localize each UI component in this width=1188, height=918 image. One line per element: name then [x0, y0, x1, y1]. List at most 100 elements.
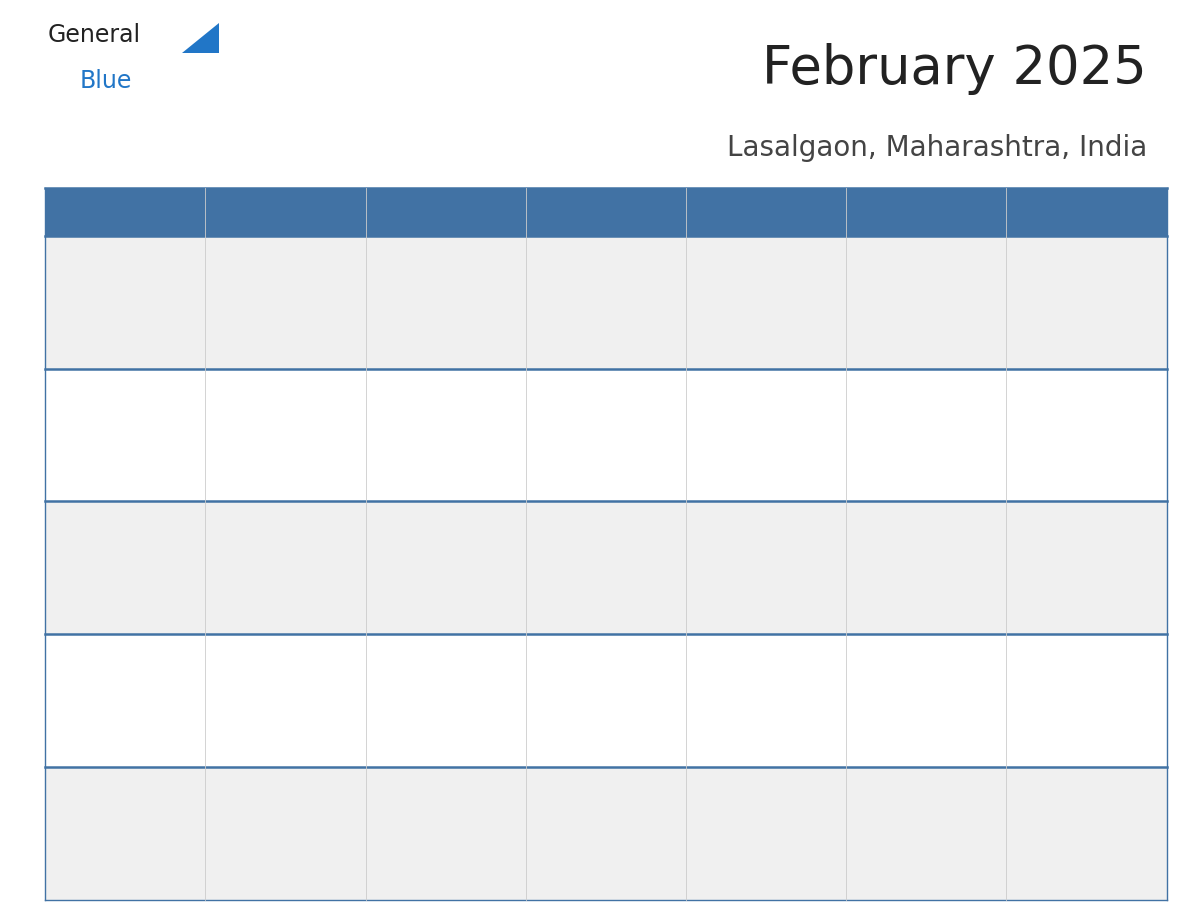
Text: Daylight: 11 hours: Daylight: 11 hours — [1016, 579, 1119, 589]
Text: 12: 12 — [536, 509, 557, 524]
Text: 24: 24 — [215, 775, 238, 789]
Text: 3: 3 — [215, 376, 226, 391]
Text: 10: 10 — [215, 509, 238, 524]
Text: Daylight: 11 hours: Daylight: 11 hours — [696, 579, 798, 589]
Text: Sunset: 6:26 PM: Sunset: 6:26 PM — [536, 425, 626, 435]
Text: Sunset: 6:27 PM: Sunset: 6:27 PM — [696, 425, 786, 435]
Text: and 16 minutes.: and 16 minutes. — [55, 468, 146, 478]
Text: Daylight: 11 hours: Daylight: 11 hours — [855, 845, 959, 855]
Text: and 42 minutes.: and 42 minutes. — [696, 867, 786, 877]
Text: Sunrise: 7:07 AM: Sunrise: 7:07 AM — [536, 403, 630, 413]
Text: Sunrise: 6:58 AM: Sunrise: 6:58 AM — [1016, 668, 1111, 678]
Text: and 17 minutes.: and 17 minutes. — [215, 468, 307, 478]
Text: 5: 5 — [536, 376, 546, 391]
Text: Monday: Monday — [215, 206, 285, 220]
Text: Daylight: 11 hours: Daylight: 11 hours — [536, 712, 638, 722]
Text: February 2025: February 2025 — [762, 43, 1146, 95]
Text: and 27 minutes.: and 27 minutes. — [696, 601, 786, 610]
Text: and 31 minutes.: and 31 minutes. — [215, 733, 307, 744]
Text: Thursday: Thursday — [696, 206, 779, 220]
Text: and 29 minutes.: and 29 minutes. — [1016, 601, 1107, 610]
Text: and 28 minutes.: and 28 minutes. — [855, 601, 947, 610]
Text: and 24 minutes.: and 24 minutes. — [215, 601, 307, 610]
Text: and 26 minutes.: and 26 minutes. — [536, 601, 626, 610]
Text: Sunrise: 6:58 AM: Sunrise: 6:58 AM — [855, 668, 950, 678]
Text: Sunset: 6:37 PM: Sunset: 6:37 PM — [696, 823, 785, 834]
Text: 8: 8 — [1016, 376, 1028, 391]
Text: Daylight: 11 hours: Daylight: 11 hours — [215, 712, 318, 722]
Text: Sunrise: 7:00 AM: Sunrise: 7:00 AM — [375, 668, 469, 678]
Text: and 21 minutes.: and 21 minutes. — [855, 468, 947, 478]
Text: Sunset: 6:30 PM: Sunset: 6:30 PM — [536, 557, 625, 567]
Text: Sunrise: 7:04 AM: Sunrise: 7:04 AM — [536, 536, 630, 546]
Text: Daylight: 11 hours: Daylight: 11 hours — [215, 845, 318, 855]
Text: Sunrise: 6:55 AM: Sunrise: 6:55 AM — [536, 801, 630, 812]
Text: and 15 minutes.: and 15 minutes. — [1016, 335, 1107, 345]
Text: Sunset: 6:24 PM: Sunset: 6:24 PM — [1016, 292, 1106, 302]
Text: Sunset: 6:32 PM: Sunset: 6:32 PM — [55, 690, 145, 700]
Text: Sunrise: 7:08 AM: Sunrise: 7:08 AM — [215, 403, 310, 413]
Text: Sunset: 6:26 PM: Sunset: 6:26 PM — [375, 425, 466, 435]
Text: Sunset: 6:29 PM: Sunset: 6:29 PM — [375, 557, 466, 567]
Text: Daylight: 11 hours: Daylight: 11 hours — [55, 446, 158, 456]
Text: Sunrise: 6:55 AM: Sunrise: 6:55 AM — [375, 801, 469, 812]
Text: and 43 minutes.: and 43 minutes. — [855, 867, 947, 877]
Text: Daylight: 11 hours: Daylight: 11 hours — [536, 845, 638, 855]
Text: 22: 22 — [1016, 642, 1038, 657]
Text: and 18 minutes.: and 18 minutes. — [375, 468, 467, 478]
Text: Blue: Blue — [80, 70, 132, 94]
Text: Daylight: 11 hours: Daylight: 11 hours — [375, 712, 478, 722]
Text: and 40 minutes.: and 40 minutes. — [375, 867, 467, 877]
Text: Daylight: 11 hours: Daylight: 11 hours — [215, 446, 318, 456]
Text: Sunset: 6:25 PM: Sunset: 6:25 PM — [215, 425, 305, 435]
Text: Sunset: 6:33 PM: Sunset: 6:33 PM — [375, 690, 466, 700]
Text: Sunset: 6:36 PM: Sunset: 6:36 PM — [536, 823, 625, 834]
Text: Sunset: 6:33 PM: Sunset: 6:33 PM — [536, 690, 625, 700]
Text: and 39 minutes.: and 39 minutes. — [215, 867, 307, 877]
Text: and 23 minutes.: and 23 minutes. — [55, 601, 146, 610]
Text: Sunset: 6:30 PM: Sunset: 6:30 PM — [696, 557, 785, 567]
Text: Sunset: 6:34 PM: Sunset: 6:34 PM — [855, 690, 946, 700]
Text: Sunrise: 7:03 AM: Sunrise: 7:03 AM — [855, 536, 950, 546]
Text: 18: 18 — [375, 642, 398, 657]
Text: Daylight: 11 hours: Daylight: 11 hours — [855, 712, 959, 722]
Text: Sunrise: 7:05 AM: Sunrise: 7:05 AM — [55, 536, 150, 546]
Text: 6: 6 — [696, 376, 707, 391]
Text: and 35 minutes.: and 35 minutes. — [855, 733, 947, 744]
Text: 28: 28 — [855, 775, 878, 789]
Text: Sunrise: 6:59 AM: Sunrise: 6:59 AM — [696, 668, 790, 678]
Text: Sunset: 6:28 PM: Sunset: 6:28 PM — [1016, 425, 1106, 435]
Text: Daylight: 11 hours: Daylight: 11 hours — [696, 446, 798, 456]
Text: 4: 4 — [375, 376, 386, 391]
Text: 14: 14 — [855, 509, 878, 524]
Text: 25: 25 — [375, 775, 398, 789]
Text: Sunrise: 6:56 AM: Sunrise: 6:56 AM — [215, 801, 309, 812]
Text: Sunrise: 7:02 AM: Sunrise: 7:02 AM — [1016, 536, 1111, 546]
Text: Sunrise: 7:08 AM: Sunrise: 7:08 AM — [1016, 271, 1111, 281]
Text: Sunrise: 7:01 AM: Sunrise: 7:01 AM — [215, 668, 309, 678]
Text: Sunrise: 6:53 AM: Sunrise: 6:53 AM — [855, 801, 950, 812]
Text: Daylight: 11 hours: Daylight: 11 hours — [215, 579, 318, 589]
Text: Sunset: 6:37 PM: Sunset: 6:37 PM — [855, 823, 946, 834]
Text: and 19 minutes.: and 19 minutes. — [536, 468, 626, 478]
Text: and 38 minutes.: and 38 minutes. — [55, 867, 146, 877]
Text: 11: 11 — [375, 509, 398, 524]
Text: Sunrise: 7:05 AM: Sunrise: 7:05 AM — [215, 536, 309, 546]
Text: 16: 16 — [55, 642, 77, 657]
Text: and 30 minutes.: and 30 minutes. — [55, 733, 146, 744]
Text: Sunset: 6:29 PM: Sunset: 6:29 PM — [215, 557, 305, 567]
Text: Sunset: 6:28 PM: Sunset: 6:28 PM — [55, 557, 145, 567]
Text: Daylight: 11 hours: Daylight: 11 hours — [375, 446, 478, 456]
Text: Tuesday: Tuesday — [375, 206, 448, 220]
Text: 20: 20 — [696, 642, 718, 657]
Text: Sunset: 6:31 PM: Sunset: 6:31 PM — [855, 557, 946, 567]
Text: Sunrise: 7:07 AM: Sunrise: 7:07 AM — [375, 403, 469, 413]
Text: 17: 17 — [215, 642, 238, 657]
Text: Sunset: 6:27 PM: Sunset: 6:27 PM — [855, 425, 946, 435]
Text: Wednesday: Wednesday — [536, 206, 639, 220]
Text: General: General — [48, 23, 140, 47]
Text: 19: 19 — [536, 642, 557, 657]
Text: and 20 minutes.: and 20 minutes. — [696, 468, 786, 478]
Text: 27: 27 — [696, 775, 718, 789]
Text: Sunrise: 7:08 AM: Sunrise: 7:08 AM — [55, 403, 150, 413]
